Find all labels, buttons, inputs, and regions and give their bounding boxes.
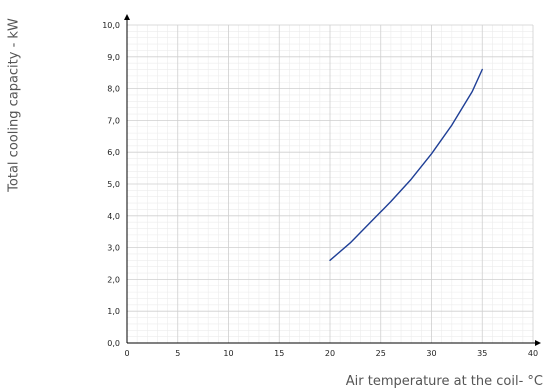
y-tick-label: 10,0 (102, 21, 120, 30)
y-tick-label: 2,0 (107, 275, 120, 284)
y-tick-label: 7,0 (107, 116, 120, 125)
y-tick-label: 3,0 (107, 244, 120, 253)
y-tick-label: 6,0 (107, 148, 120, 157)
y-axis-label: Total cooling capacity - kW (6, 18, 22, 192)
x-tick-label: 15 (274, 349, 284, 358)
x-tick-label: 30 (426, 349, 436, 358)
y-tick-label: 4,0 (107, 212, 120, 221)
x-axis-label: Air temperature at the coil- °C (345, 374, 543, 389)
x-tick-label: 10 (223, 349, 233, 358)
series-line (329, 68, 483, 262)
y-tick-label: 5,0 (107, 180, 120, 189)
x-axis-arrow-icon (535, 340, 541, 346)
x-tick-label: 40 (528, 349, 538, 358)
x-tick-label: 20 (325, 349, 335, 358)
x-tick-label: 25 (376, 349, 386, 358)
x-tick-label: 0 (124, 349, 129, 358)
y-tick-label: 1,0 (107, 307, 120, 316)
y-tick-label: 0,0 (107, 339, 120, 348)
x-tick-label: 35 (477, 349, 487, 358)
y-tick-label: 9,0 (107, 53, 120, 62)
x-tick-label: 5 (175, 349, 180, 358)
y-axis-arrow-icon (124, 14, 130, 20)
y-tick-label: 8,0 (107, 85, 120, 94)
